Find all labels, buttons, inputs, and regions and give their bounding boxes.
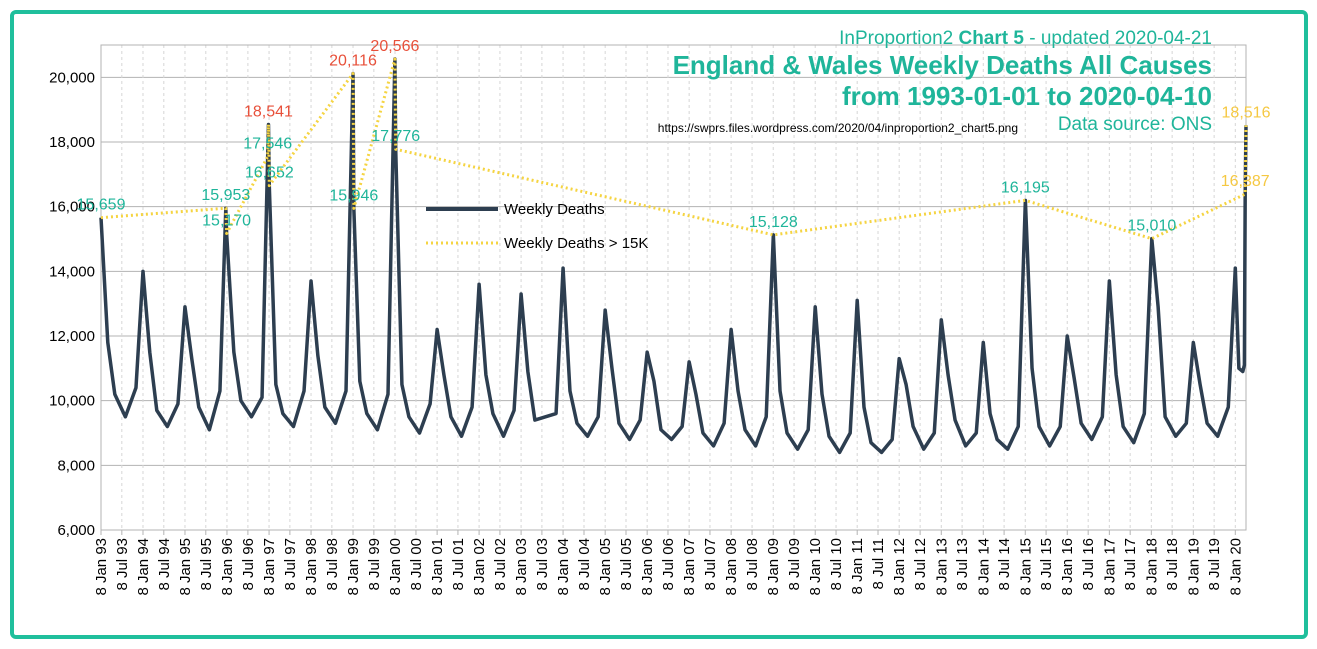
- data-label: 15,659: [77, 197, 126, 214]
- x-tick-label: 8 Jan 20: [1227, 538, 1244, 596]
- data-label: 20,566: [370, 38, 419, 55]
- data-label: 16,195: [1001, 179, 1050, 196]
- marks: [99, 57, 1248, 455]
- x-tick-label: 8 Jan 96: [219, 538, 236, 596]
- x-tick-label: 8 Jul 11: [870, 538, 887, 589]
- data-label: 17,776: [371, 128, 420, 145]
- x-tick-label: 8 Jan 16: [1059, 538, 1076, 596]
- threshold-line: [100, 57, 1248, 241]
- x-tick-label: 8 Jul 13: [954, 538, 971, 591]
- data-label: 17,546: [243, 136, 292, 153]
- y-tick-label: 18,000: [49, 134, 95, 151]
- x-tick-label: 8 Jan 09: [765, 538, 782, 596]
- data-label: 20,116: [329, 53, 377, 70]
- y-tick-label: 12,000: [49, 328, 95, 345]
- y-tick-label: 14,000: [49, 263, 95, 280]
- x-tick-label: 8 Jul 02: [492, 538, 509, 591]
- x-tick-label: 8 Jul 08: [744, 538, 761, 591]
- x-tick-label: 8 Jul 17: [1122, 538, 1139, 591]
- x-tick-label: 8 Jul 97: [282, 538, 299, 591]
- chart-url: https://swprs.files.wordpress.com/2020/0…: [658, 121, 1018, 135]
- x-tick-label: 8 Jul 01: [450, 538, 467, 591]
- x-tick-label: 8 Jul 00: [408, 538, 425, 591]
- x-tick-label: 8 Jul 07: [702, 538, 719, 591]
- x-tick-label: 8 Jan 03: [513, 538, 530, 596]
- data-label: 15,953: [201, 187, 250, 204]
- x-tick-label: 8 Jan 18: [1143, 538, 1160, 596]
- x-tick-label: 8 Jan 94: [135, 538, 152, 596]
- legend-label: Weekly Deaths: [504, 201, 605, 218]
- x-tick-label: 8 Jul 14: [996, 538, 1013, 591]
- x-tick-label: 8 Jan 98: [303, 538, 320, 596]
- x-tick-label: 8 Jan 05: [597, 538, 614, 596]
- x-tick-label: 8 Jan 07: [681, 538, 698, 596]
- x-tick-label: 8 Jan 93: [93, 538, 110, 596]
- x-tick-label: 8 Jul 15: [1038, 538, 1055, 591]
- series-line: [99, 57, 1248, 455]
- x-tick-label: 8 Jul 12: [912, 538, 929, 591]
- x-tick-label: 8 Jan 01: [429, 538, 446, 596]
- x-tick-label: 8 Jan 06: [639, 538, 656, 596]
- header-suffix: - updated 2020-04-21: [1029, 28, 1212, 49]
- x-tick-label: 8 Jan 04: [555, 538, 572, 596]
- y-tick-label: 6,000: [57, 522, 95, 539]
- x-tick-label: 8 Jan 00: [387, 538, 404, 596]
- data-label: 15,946: [329, 187, 378, 204]
- x-tick-label: 8 Jul 94: [156, 538, 173, 591]
- x-tick-label: 8 Jan 19: [1185, 538, 1202, 596]
- x-tick-label: 8 Jan 99: [345, 538, 362, 596]
- data-label: 18,541: [244, 104, 293, 121]
- data-label: 16,652: [245, 165, 294, 182]
- x-tick-label: 8 Jul 04: [576, 538, 593, 591]
- x-tick-label: 8 Jul 09: [786, 538, 803, 591]
- chart-subtitle: from 1993-01-01 to 2020-04-10: [842, 81, 1212, 111]
- x-tick-label: 8 Jan 12: [891, 538, 908, 596]
- y-tick-label: 8,000: [57, 457, 95, 474]
- x-tick-label: 8 Jan 08: [723, 538, 740, 596]
- x-tick-label: 8 Jul 06: [660, 538, 677, 591]
- frame: [10, 10, 1308, 639]
- data-label: 18,516: [1222, 104, 1271, 121]
- x-tick-label: 8 Jan 10: [807, 538, 824, 596]
- x-tick-label: 8 Jan 15: [1017, 538, 1034, 596]
- x-tick-label: 8 Jul 10: [828, 538, 845, 591]
- data-label: 15,170: [202, 213, 251, 230]
- x-tick-label: 8 Jul 93: [114, 538, 131, 591]
- chart-title: England & Wales Weekly Deaths All Causes: [673, 50, 1212, 80]
- header-prefix: InProportion2: [839, 28, 953, 49]
- y-tick-label: 10,000: [49, 393, 95, 410]
- x-tick-label: 8 Jul 98: [324, 538, 341, 591]
- x-tick-label: 8 Jul 96: [240, 538, 257, 591]
- x-tick-label: 8 Jan 14: [975, 538, 992, 596]
- y-tick-label: 20,000: [49, 69, 95, 86]
- legend-label: Weekly Deaths > 15K: [504, 235, 648, 252]
- x-tick-label: 8 Jan 17: [1101, 538, 1118, 596]
- data-label: 15,128: [749, 214, 798, 231]
- x-tick-label: 8 Jan 95: [177, 538, 194, 596]
- x-tick-label: 8 Jan 97: [261, 538, 278, 596]
- x-tick-label: 8 Jul 19: [1206, 538, 1223, 591]
- x-tick-label: 8 Jul 16: [1080, 538, 1097, 591]
- x-tick-label: 8 Jan 11: [849, 538, 866, 594]
- chart-header: InProportion2 Chart 5 - updated 2020-04-…: [839, 28, 1212, 49]
- y-tick-label: 16,000: [49, 199, 95, 216]
- x-tick-label: 8 Jan 02: [471, 538, 488, 596]
- data-label: 15,010: [1127, 218, 1176, 235]
- x-tick-label: 8 Jul 95: [198, 538, 215, 591]
- x-tick-label: 8 Jul 05: [618, 538, 635, 591]
- labels: 6,000 8,000 10,000 12,000 14,000 16,000 18,000…: [49, 38, 1270, 596]
- x-tick-label: 8 Jul 03: [534, 538, 551, 591]
- header-bold: Chart 5: [958, 28, 1024, 49]
- legend: Weekly Deaths Weekly Deaths > 15K: [426, 201, 648, 252]
- chart-source: Data source: ONS: [1058, 114, 1212, 135]
- x-tick-label: 8 Jan 13: [933, 538, 950, 596]
- data-label: 16,387: [1221, 173, 1270, 190]
- x-tick-label: 8 Jul 18: [1164, 538, 1181, 591]
- x-tick-label: 8 Jul 99: [366, 538, 383, 591]
